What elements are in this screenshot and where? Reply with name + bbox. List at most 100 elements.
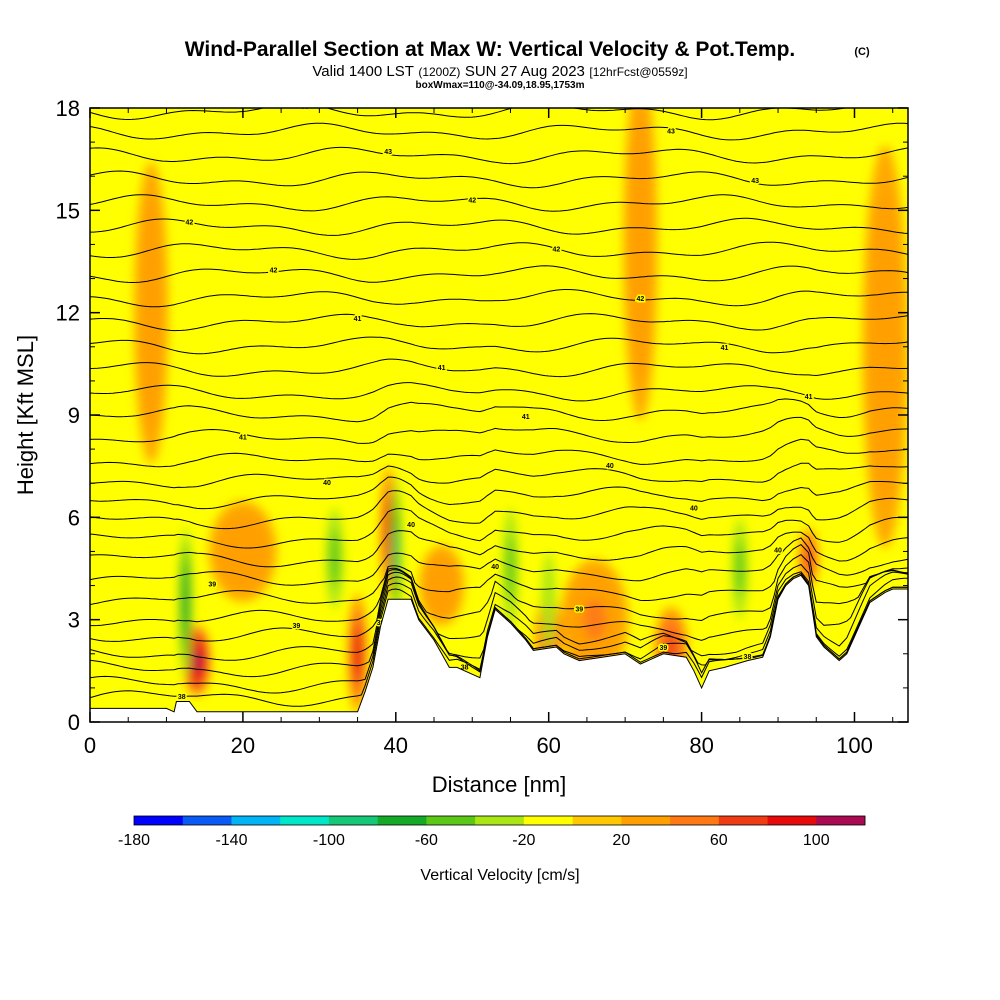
theta-contour-6 (90, 543, 908, 606)
theta-contour-label-24: 42 (468, 198, 476, 205)
y-tick-label-4: 12 (56, 301, 80, 326)
theta-contour-15 (90, 398, 908, 423)
theta-contour-8 (90, 530, 908, 568)
theta-contour-label-28: 44 (300, 104, 308, 111)
w-feature-2-level-3 (385, 508, 391, 554)
theta-contour-3 (90, 571, 908, 661)
theta-contour-label-23: 42 (185, 219, 193, 226)
theta-contour-label-21: 42 (270, 268, 278, 275)
w-feature-0-level-3 (192, 648, 202, 673)
theta-contour-14 (90, 416, 908, 444)
colorbar-swatch-12 (718, 816, 768, 825)
colorbar-frame (133, 815, 866, 826)
chart-title: Wind-Parallel Section at Max W: Vertical… (185, 38, 796, 61)
colorbar-tick-2: -100 (313, 832, 345, 849)
colorbar-swatch-6 (426, 816, 476, 825)
theta-contour-22 (90, 241, 908, 260)
subtitle-box: boxWmax=110@-34.09,18.95,1753m (415, 80, 584, 91)
theta-contour-7 (90, 537, 908, 586)
theta-contour-label-25: 43 (751, 178, 759, 185)
w-feature-13-level-3 (393, 525, 398, 578)
theta-contour-9 (90, 507, 908, 549)
theta-contour-label-5: 39 (293, 623, 301, 630)
colorbar-swatch-10 (621, 816, 671, 825)
theta-contour-label-2: 38 (744, 654, 752, 661)
colorbar-swatch-3 (280, 816, 330, 825)
colorbar-tick-4: -20 (512, 832, 535, 849)
theta-contour-label-1: 38 (461, 664, 469, 671)
theta-contour-16 (90, 382, 908, 402)
theta-contour-18 (90, 336, 908, 355)
x-tick-label-0: 0 (84, 733, 96, 758)
theta-contour-label-12: 40 (323, 480, 331, 487)
theta-contour-23 (90, 217, 908, 236)
theta-contour-19 (90, 313, 908, 332)
y-tick-label-5: 15 (56, 198, 80, 223)
colorbar-swatch-8 (523, 816, 573, 825)
y-tick-label-1: 3 (68, 608, 80, 633)
colorbar-tick-6: 60 (710, 832, 728, 849)
theta-contour-17 (90, 358, 908, 378)
y-tick-label-2: 6 (68, 505, 80, 530)
theta-contour-label-9: 40 (774, 548, 782, 555)
colorbar-tick-5: 20 (612, 832, 630, 849)
theta-contour-label-6: 39 (575, 606, 583, 613)
title-mark: (C) (854, 46, 870, 58)
colorbar-label: Vertical Velocity [cm/s] (420, 867, 579, 884)
theta-contour-label-15: 41 (522, 414, 530, 421)
w-feature-1-level-3 (354, 633, 362, 675)
x-tick-label-4: 80 (689, 733, 713, 758)
theta-contour-label-7: 39 (208, 581, 216, 588)
w-feature-12-level-3 (183, 577, 188, 629)
plot-area: 38 38 38 39 39 39 39 39 40 40 40 40 40 40 41 41 41 41 41 41… (89, 104, 909, 723)
x-axis-label: Distance [nm] (432, 772, 567, 797)
y-axis-label: Height [Kft MSL] (13, 335, 38, 495)
theta-contour-10 (90, 490, 908, 530)
theta-contour-label-22: 42 (552, 247, 560, 254)
subtitle-date: SUN 27 Aug 2023 (465, 63, 585, 80)
w-feature-11-level-3 (434, 571, 450, 600)
theta-contour-label-18: 41 (721, 345, 729, 352)
x-tick-label-3: 60 (536, 733, 560, 758)
subtitle-fcst: [12hrFcst@0559z] (589, 65, 687, 79)
theta-contour-20 (90, 289, 908, 308)
theta-contour-26 (90, 146, 908, 165)
theta-contour-27 (90, 122, 908, 141)
theta-contour-5 (90, 553, 908, 627)
theta-contour-25 (90, 170, 908, 189)
subtitle-utc: (1200Z) (418, 65, 460, 79)
terrain (90, 574, 908, 722)
theta-contour-label-19: 41 (354, 316, 362, 323)
x-tick-label-5: 100 (836, 733, 873, 758)
colorbar-swatch-5 (377, 816, 427, 825)
potential-temperature-contours: 38 38 38 39 39 39 39 39 40 40 40 40 40 40 41 41 41 41 41 41… (90, 104, 908, 707)
theta-contour-label-0: 38 (178, 694, 186, 701)
theta-contour-label-27: 43 (667, 129, 675, 136)
w-feature-9-level-3 (877, 278, 893, 415)
w-feature-14-level-3 (331, 541, 338, 576)
colorbar-tick-3: -60 (415, 832, 438, 849)
colorbar-swatch-2 (231, 816, 281, 825)
theta-contour-label-14: 41 (239, 435, 247, 442)
theta-contour-13 (90, 438, 908, 468)
colorbar-swatch-0 (134, 816, 184, 825)
title-block: Wind-Parallel Section at Max W: Vertical… (185, 38, 870, 91)
colorbar-swatch-9 (572, 816, 622, 825)
y-tick-label-0: 0 (68, 710, 80, 735)
theta-contour-12 (90, 462, 908, 489)
y-tick-label-3: 9 (68, 403, 80, 428)
w-feature-15-level-3 (507, 548, 514, 589)
terrain-fill (90, 574, 908, 722)
colorbar-swatch-7 (475, 816, 525, 825)
colorbar-tick-7: 100 (803, 832, 830, 849)
w-feature-10-level-3 (231, 534, 255, 569)
colorbar-swatch-11 (670, 816, 720, 825)
colorbar-swatch-1 (182, 816, 232, 825)
colorbar-swatch-14 (816, 816, 866, 825)
theta-contour-label-17: 41 (438, 365, 446, 372)
w-feature-16-level-3 (737, 551, 743, 586)
axes: 0 20 40 60 80 100 0 3 6 9 12 15 18 (56, 96, 908, 758)
colorbar-tick-1: -140 (215, 832, 247, 849)
x-tick-label-1: 20 (231, 733, 255, 758)
